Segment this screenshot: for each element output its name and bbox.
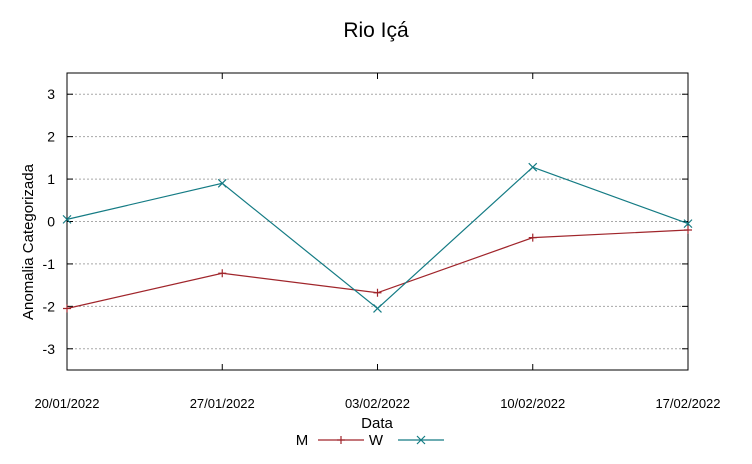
data-point-marker [217, 178, 227, 188]
data-point-marker [218, 269, 227, 278]
y-axis: 3 2 1 0 -1 -2 -3 [43, 86, 688, 357]
grid [67, 93, 688, 350]
series-M [63, 225, 692, 313]
y-tick-label: 0 [47, 214, 55, 230]
data-point-marker [63, 304, 71, 313]
y-tick-label: -1 [43, 256, 56, 272]
legend-label: M [296, 432, 309, 449]
y-tick-label: -2 [43, 298, 56, 314]
x-tick-label: 17/02/2022 [655, 396, 720, 411]
x-tick-label: 27/01/2022 [190, 396, 255, 411]
y-tick-label: 3 [47, 86, 55, 102]
y-tick-label: 2 [47, 129, 55, 145]
legend-item-W: W [369, 432, 444, 449]
data-point-marker [528, 162, 538, 172]
legend-label: W [369, 432, 384, 449]
data-point-marker [683, 219, 693, 229]
data-point-marker [373, 304, 382, 313]
legend-item-M: M [296, 432, 364, 449]
y-axis-label: Anomalia Categorizada [20, 163, 37, 320]
data-point-marker [62, 214, 72, 224]
x-tick-label: 03/02/2022 [345, 396, 410, 411]
data-point-marker [373, 288, 382, 297]
data-point-marker [416, 435, 426, 445]
series-W [62, 162, 693, 313]
data-point-marker [684, 225, 692, 234]
data-point-marker [337, 436, 345, 444]
series-layer [62, 162, 693, 313]
y-tick-label: -3 [43, 341, 56, 357]
data-point-marker [528, 233, 537, 242]
x-axis: 20/01/2022 27/01/2022 03/02/2022 10/02/2022… [34, 73, 721, 411]
x-tick-label: 20/01/2022 [34, 396, 99, 411]
chart-title: Rio Içá [343, 19, 409, 42]
y-tick-label: 1 [47, 171, 55, 187]
x-tick-label: 10/02/2022 [500, 396, 565, 411]
x-axis-label: Data [361, 415, 393, 432]
